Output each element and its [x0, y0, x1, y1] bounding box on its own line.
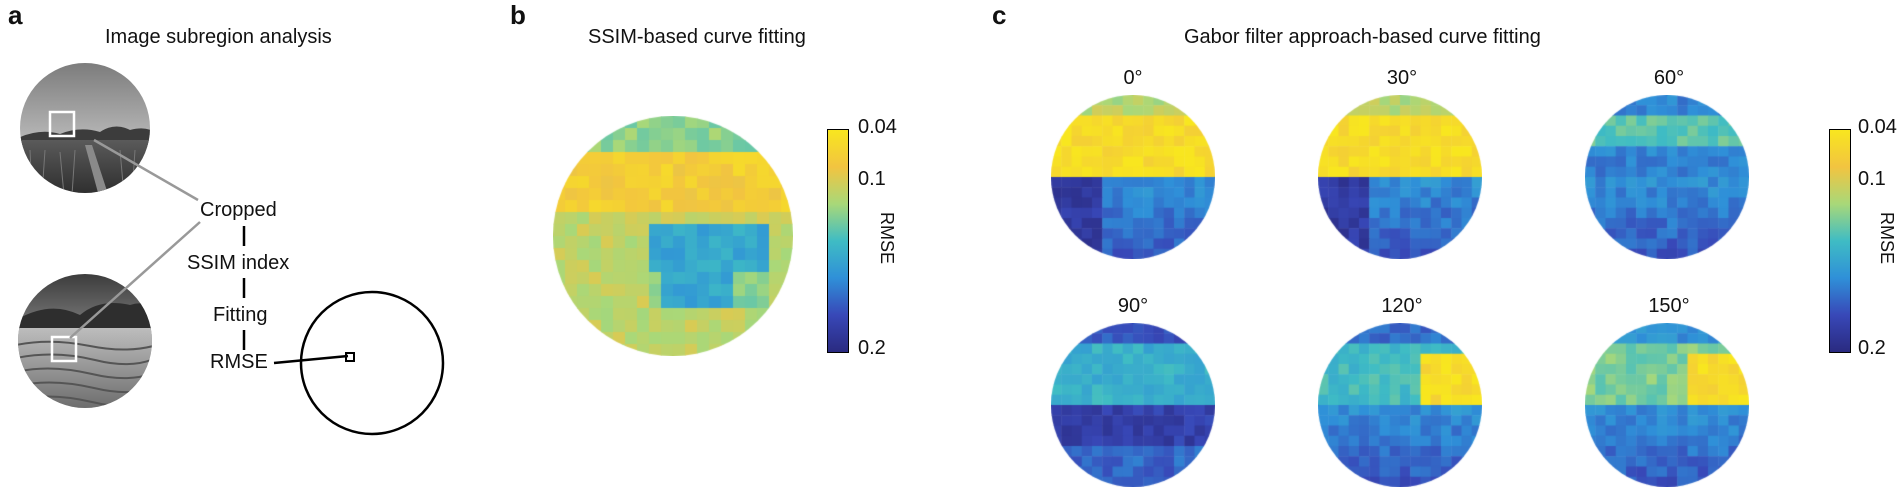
colorbar-b-tick-1: 0.1 — [858, 168, 886, 190]
colorbar-c-tick-0: 0.04 — [1858, 116, 1897, 138]
gabor-heatmap-120 — [1318, 323, 1482, 487]
colorbar-b-tick-2: 0.2 — [858, 337, 886, 359]
gabor-heatmap-0 — [1051, 95, 1215, 259]
desert-dunes-photo — [18, 274, 152, 408]
gabor-heatmap-150 — [1585, 323, 1749, 487]
angle-label-0: 0° — [1123, 67, 1143, 89]
colorbar-b — [827, 129, 849, 353]
panel-letter-b: b — [510, 0, 526, 30]
flow-step-ssim: SSIM index — [187, 252, 290, 274]
colorbar-c-tick-1: 0.1 — [1858, 168, 1886, 190]
gabor-heatmap-60 — [1585, 95, 1749, 259]
gabor-heatmap-30 — [1318, 95, 1482, 259]
flow-step-rmse: RMSE — [210, 351, 268, 373]
gabor-heatmap-90 — [1051, 323, 1215, 487]
angle-label-150: 150° — [1648, 295, 1690, 317]
grassland-photo — [20, 63, 150, 193]
flow-step-fitting: Fitting — [213, 304, 268, 326]
angle-label-120: 120° — [1381, 295, 1423, 317]
angle-label-90: 90° — [1117, 295, 1149, 317]
crop-box-top — [48, 110, 76, 138]
flow-step-cropped: Cropped — [200, 199, 277, 221]
colorbar-b-label: RMSE — [877, 212, 897, 265]
panel-a-diagram — [18, 63, 445, 436]
angle-label-60: 60° — [1653, 67, 1685, 89]
result-map-outline — [299, 290, 445, 436]
angle-label-30: 30° — [1386, 67, 1418, 89]
panel-a-title: Image subregion analysis — [105, 26, 332, 48]
colorbar-b-tick-0: 0.04 — [858, 116, 897, 138]
panel-c-title: Gabor filter approach-based curve fittin… — [1184, 26, 1541, 48]
ssim-heatmap — [553, 116, 793, 356]
colorbar-c-label: RMSE — [1877, 212, 1897, 265]
colorbar-c — [1829, 129, 1851, 353]
crop-box-bottom — [50, 335, 78, 363]
panel-letter-a: a — [8, 0, 23, 30]
result-pixel-box — [345, 352, 355, 362]
panel-letter-c: c — [992, 0, 1007, 30]
panel-b-title: SSIM-based curve fitting — [588, 26, 806, 48]
colorbar-c-tick-2: 0.2 — [1858, 337, 1886, 359]
